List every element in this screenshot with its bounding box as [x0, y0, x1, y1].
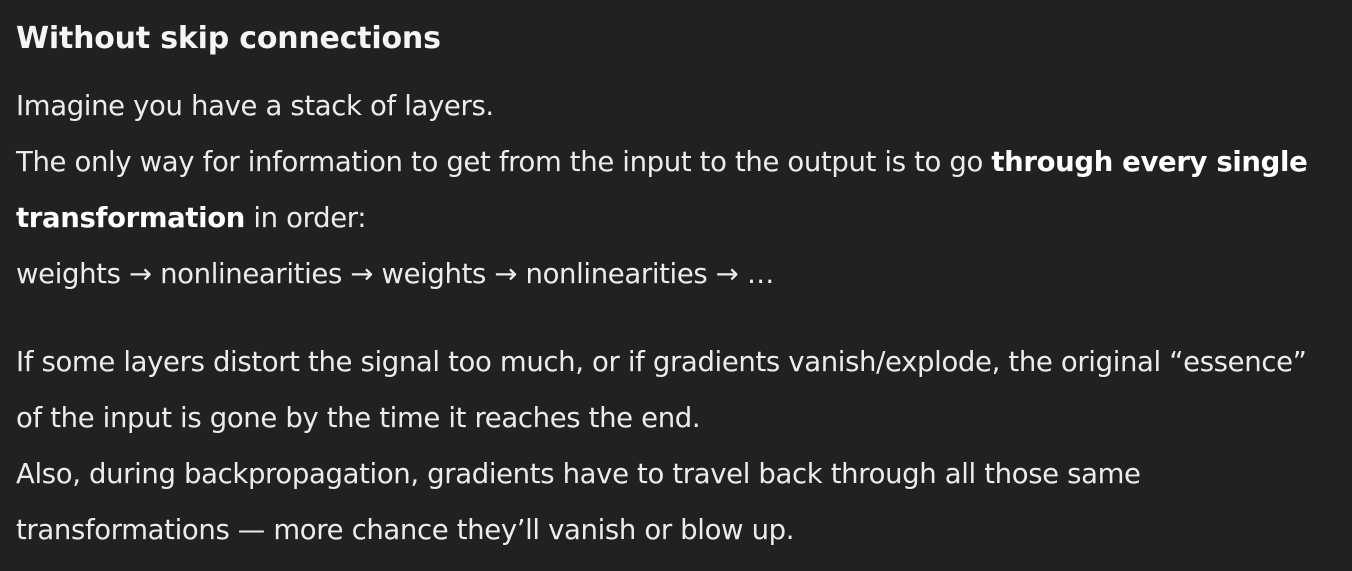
sentence-only-way-end: in order: — [245, 202, 367, 234]
sentence-imagine: Imagine you have a stack of layers. — [16, 90, 494, 122]
paragraph-stack-of-layers: Imagine you have a stack of layers. The … — [16, 78, 1336, 302]
section-heading: Without skip connections — [16, 21, 441, 56]
emphasis-through-every-transformation: through every single transformation — [16, 146, 1308, 234]
sentence-backpropagation: Also, during backpropagation, gradients … — [16, 458, 1141, 546]
sentence-distort-signal: If some layers distort the signal too mu… — [16, 346, 1307, 434]
sequence-weights-nonlinearities: weights → nonlinearities → weights → non… — [16, 258, 775, 290]
paragraph-signal-distortion: If some layers distort the signal too mu… — [16, 334, 1336, 558]
sentence-only-way-start: The only way for information to get from… — [16, 146, 992, 178]
message-content: Without skip connections Imagine you hav… — [16, 21, 1336, 558]
